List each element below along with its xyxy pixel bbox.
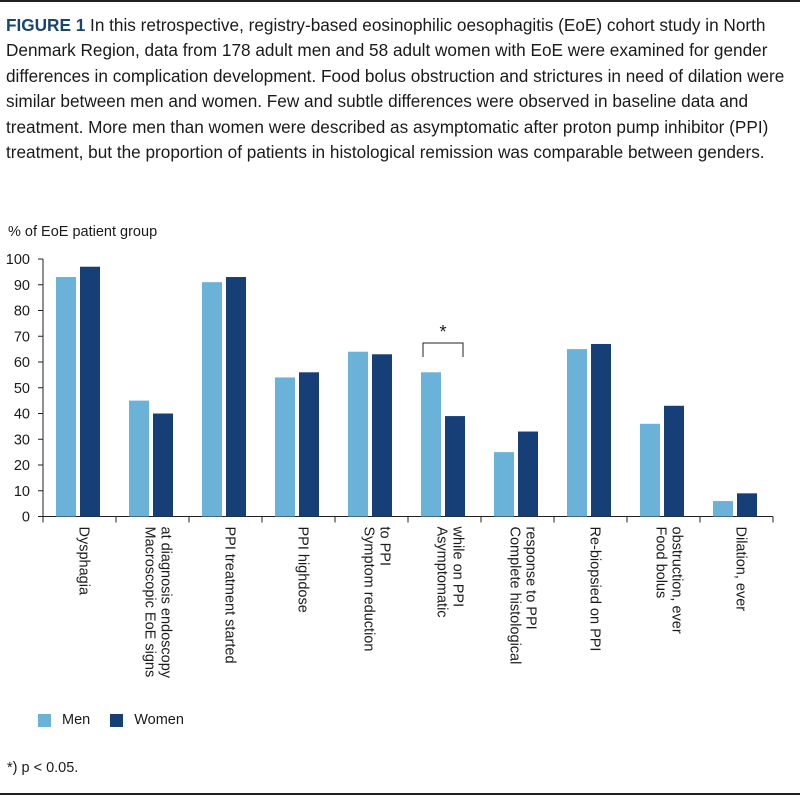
y-tick-label-90: 90 <box>14 278 30 294</box>
bar-men-0 <box>56 277 76 517</box>
bar-men-9 <box>713 501 733 517</box>
legend-label-men: Men <box>62 712 91 728</box>
footnote: *) p < 0.05. <box>7 760 79 776</box>
y-tick-label-10: 10 <box>14 484 30 500</box>
bar-women-4 <box>372 354 392 517</box>
bar-men-8 <box>640 423 660 517</box>
significance-bracket <box>422 342 464 357</box>
bar-men-3 <box>275 377 295 517</box>
y-tick-label-70: 70 <box>14 329 30 345</box>
x-tick-label-8-1: obstruction, ever <box>669 527 685 634</box>
y-tick-label-20: 20 <box>14 458 30 474</box>
bar-men-1 <box>129 400 149 517</box>
significance-star: * <box>439 322 446 342</box>
x-tick-label-4-1: to PPI <box>377 527 393 567</box>
x-tick-label-5-1: while on PPI <box>450 526 466 608</box>
x-tick-label-0-0: Dysphagia <box>76 527 92 596</box>
legend-label-women: Women <box>134 712 184 728</box>
legend-item-men: Men <box>38 712 90 728</box>
x-tick-label-4-0: Symptom reduction <box>361 527 377 652</box>
y-tick-label-30: 30 <box>14 432 30 448</box>
x-tick-label-8-0: Food bolus <box>653 527 669 599</box>
y-tick-label-100: 100 <box>6 252 30 268</box>
figure-caption: FIGURE 1 In this retrospective, registry… <box>6 13 791 165</box>
x-tick-label-7-0: Re-biopsied on PPI <box>587 527 603 652</box>
caption-text: In this retrospective, registry-based eo… <box>6 15 785 163</box>
x-tick-label-2-0: PPI treatment started <box>222 527 238 664</box>
x-tick-label-5-0: Asymptomatic <box>434 527 450 618</box>
bar-women-1 <box>153 413 173 517</box>
y-tick-label-80: 80 <box>14 304 30 320</box>
legend: Men Women <box>38 712 204 728</box>
bar-men-4 <box>348 351 368 517</box>
y-axis-label: % of EoE patient group <box>8 224 158 240</box>
x-tick-label-6-0: Complete histological <box>507 527 523 665</box>
legend-swatch-men <box>38 713 51 727</box>
y-tick-label-0: 0 <box>22 510 30 526</box>
x-tick-label-1-1: at diagnosis endoscopy <box>158 527 174 679</box>
bar-women-2 <box>226 277 246 517</box>
bar-women-0 <box>80 266 100 517</box>
x-tick-label-1-0: Macroscopic EoE signs <box>142 527 158 678</box>
bar-women-8 <box>664 405 684 517</box>
x-tick-label-6-1: response to PPI <box>523 527 539 630</box>
y-tick-label-40: 40 <box>14 407 30 423</box>
top-rule <box>0 0 800 2</box>
y-tick-label-50: 50 <box>14 381 30 397</box>
figure-label: FIGURE 1 <box>6 15 86 35</box>
bar-women-5 <box>445 416 465 517</box>
y-tick-label-60: 60 <box>14 355 30 371</box>
bar-men-5 <box>421 372 441 517</box>
bar-men-6 <box>494 452 514 517</box>
bar-women-7 <box>591 343 611 517</box>
x-tick-label-9-0: Dilation, ever <box>733 527 749 612</box>
bottom-rule <box>0 793 800 795</box>
legend-item-women: Women <box>110 712 184 728</box>
bar-men-7 <box>567 349 587 517</box>
x-tick-label-3-0: PPI highdose <box>295 527 311 613</box>
bar-women-9 <box>737 493 757 517</box>
bar-women-6 <box>518 431 538 517</box>
bar-women-3 <box>299 372 319 517</box>
legend-swatch-women <box>110 713 124 727</box>
bar-men-2 <box>202 282 222 517</box>
